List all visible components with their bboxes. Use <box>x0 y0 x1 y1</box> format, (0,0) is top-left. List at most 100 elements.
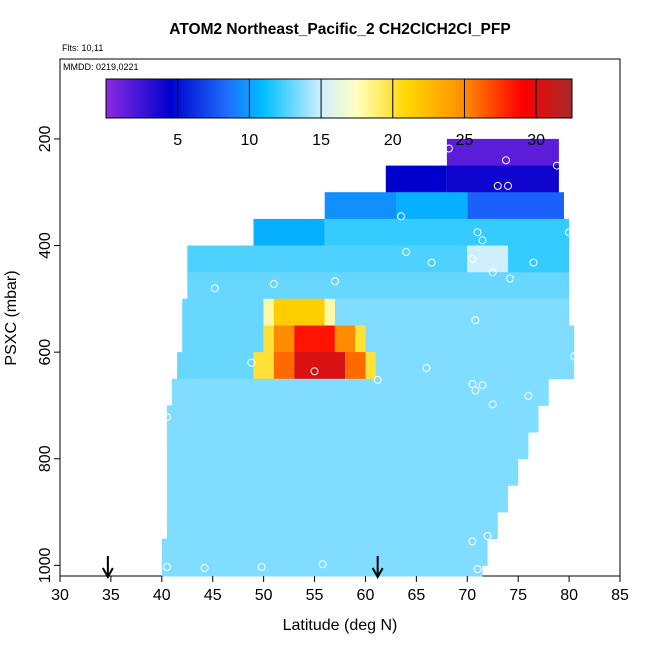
x-tick-label: 60 <box>357 587 375 604</box>
heatmap-cell <box>467 245 508 273</box>
sample-point <box>529 258 538 267</box>
heatmap-cell <box>345 352 366 380</box>
colorbar-tick-label: 25 <box>456 132 474 149</box>
heatmap-cell <box>375 352 575 380</box>
heatmap-cell <box>166 512 498 540</box>
heatmap-cell <box>273 298 325 326</box>
sample-point <box>570 352 579 361</box>
heatmap-cell <box>334 325 356 353</box>
heatmap-cell <box>324 218 570 246</box>
colorbar-ticks: 5 10 15 20 25 30 <box>173 79 545 149</box>
heatmap-cell <box>166 405 539 433</box>
heatmap-cell <box>385 165 447 193</box>
y-tick-label: 200 <box>37 126 54 153</box>
sample-point <box>478 236 487 245</box>
sample-point <box>422 364 431 373</box>
sample-point <box>444 144 453 153</box>
heatmap-cell <box>324 298 335 326</box>
heatmap-cell <box>182 325 264 353</box>
heatmap-cell <box>324 192 396 220</box>
sample-point <box>468 537 477 546</box>
heatmap-cell <box>166 458 519 486</box>
x-tick-label: 50 <box>255 587 273 604</box>
colorbar-tick-label: 5 <box>173 132 182 149</box>
sample-point <box>488 400 497 409</box>
y-axis-label: PSXC (mbar) <box>3 270 20 365</box>
flights-label: Flts: 10,11 <box>62 43 103 53</box>
colorbar-tick-label: 20 <box>384 132 402 149</box>
sample-point <box>565 228 574 237</box>
sample-point <box>488 268 497 277</box>
sample-point <box>502 156 510 165</box>
heatmap-cell <box>273 325 295 353</box>
sample-point <box>468 380 477 389</box>
x-tick-label: 40 <box>153 587 171 604</box>
sample-point <box>162 562 171 571</box>
sample-point <box>402 247 411 256</box>
sample-point <box>471 386 480 395</box>
heatmap-cells <box>161 138 575 577</box>
heatmap-cell <box>294 325 335 353</box>
heatmap-cell <box>396 192 468 220</box>
colorbar: 5 10 15 20 25 30 <box>105 78 573 149</box>
x-tick-label: 45 <box>204 587 222 604</box>
x-tick-label: 35 <box>102 587 120 604</box>
sample-point <box>162 413 171 422</box>
colorbar-tick-label: 15 <box>312 132 330 149</box>
x-tick-label: 70 <box>458 587 476 604</box>
sample-point <box>473 565 482 574</box>
y-tick-label: 1000 <box>37 547 54 583</box>
sample-point <box>318 560 327 569</box>
heatmap-cell <box>172 378 549 406</box>
x-tick-label: 30 <box>51 587 69 604</box>
sample-point <box>210 284 219 293</box>
heatmap-cell <box>294 352 346 380</box>
x-tick-label: 80 <box>560 587 578 604</box>
flight-arrows <box>101 556 384 580</box>
x-tick-label: 75 <box>509 587 527 604</box>
sample-point <box>269 279 278 288</box>
sample-point <box>247 358 256 367</box>
y-tick-label: 600 <box>37 339 54 366</box>
sample-point <box>427 258 436 267</box>
heatmap-cell <box>273 352 295 380</box>
sample-point <box>397 212 406 221</box>
heatmap-cell <box>467 192 564 220</box>
sample-point <box>524 391 533 400</box>
y-tick-label: 800 <box>37 445 54 472</box>
heatmap-cell <box>182 298 264 326</box>
sample-point <box>478 381 487 390</box>
sample-point <box>506 274 514 283</box>
arrow-head <box>101 567 114 580</box>
colorbar-gradient <box>105 78 573 119</box>
heatmap-cell <box>334 298 570 326</box>
chart-title: ATOM2 Northeast_Pacific_2 CH2ClCH2Cl_PFP <box>169 21 510 38</box>
x-tick-label: 55 <box>306 587 324 604</box>
sample-point <box>483 532 492 540</box>
heatmap-cell <box>365 325 575 353</box>
sample-point <box>330 277 339 286</box>
sample-point <box>473 228 482 237</box>
arrow-head <box>371 567 384 580</box>
heatmap-cell <box>177 352 254 380</box>
sample-points <box>162 144 579 574</box>
mmdd-label: MMDD: 0219,0221 <box>63 62 139 72</box>
heatmap-cell <box>253 352 274 380</box>
sample-point <box>468 254 477 263</box>
heatmap-cell <box>253 218 325 246</box>
heatmap-cell <box>263 325 274 353</box>
sample-point <box>310 367 319 376</box>
heatmap-cell <box>166 485 508 513</box>
heatmap-cell <box>187 272 570 300</box>
heatmap-cell <box>365 352 376 380</box>
x-axis: 30 35 40 45 50 55 60 65 70 75 80 85 <box>51 576 629 604</box>
x-tick-label: 65 <box>407 587 425 604</box>
colorbar-tick-label: 30 <box>527 132 545 149</box>
sample-point <box>373 375 382 384</box>
x-axis-label: Latitude (deg N) <box>283 617 398 634</box>
sample-point <box>493 181 502 190</box>
heatmap-cell <box>166 432 529 460</box>
x-tick-label: 85 <box>611 587 629 604</box>
colorbar-tick-label: 10 <box>240 132 258 149</box>
